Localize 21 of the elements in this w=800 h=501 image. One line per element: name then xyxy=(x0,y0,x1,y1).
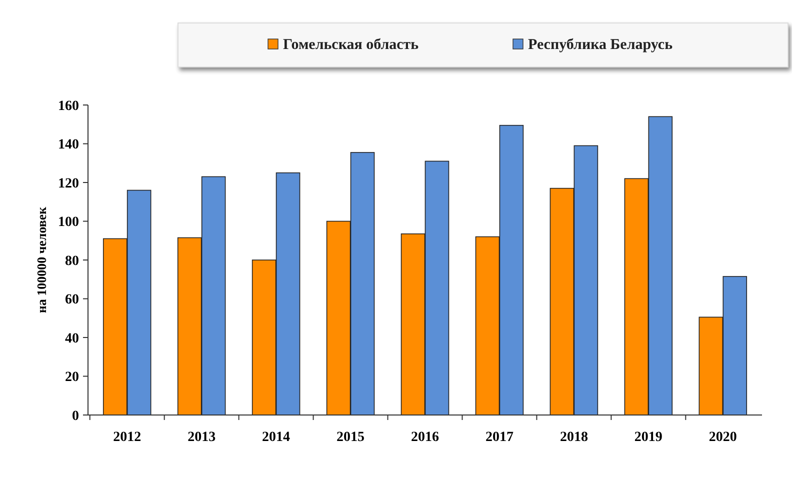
x-tick-label: 2015 xyxy=(336,430,365,445)
x-tick-label: 2012 xyxy=(113,430,142,445)
y-tick-label: 120 xyxy=(58,176,79,192)
x-tick-label: 2020 xyxy=(708,430,737,445)
y-tick-label: 20 xyxy=(65,370,79,386)
x-tick-label: 2014 xyxy=(262,430,290,445)
legend-label: Республика Беларусь xyxy=(528,37,673,53)
y-tick-label: 80 xyxy=(65,254,79,269)
x-tick-label: 2017 xyxy=(485,430,514,445)
x-tick-label: 2016 xyxy=(411,430,439,445)
y-tick-label: 60 xyxy=(65,292,79,308)
legend-label: Гомельская область xyxy=(283,37,419,53)
x-tick-label: 2018 xyxy=(560,430,588,445)
y-tick-label: 100 xyxy=(58,215,79,230)
y-tick-label: 140 xyxy=(58,138,79,153)
y-axis-title: на 100000 человек xyxy=(34,206,49,314)
y-tick-label: 40 xyxy=(65,331,79,346)
x-tick-label: 2019 xyxy=(634,430,662,445)
y-tick-label: 0 xyxy=(72,408,79,424)
x-tick-label: 2013 xyxy=(188,430,216,445)
y-tick-label: 160 xyxy=(58,98,79,114)
